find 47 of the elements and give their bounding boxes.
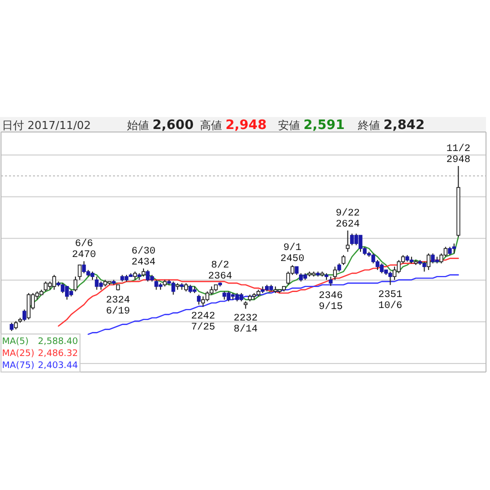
annotation: 9/22 2624	[336, 208, 360, 231]
text: 安値 2,591	[278, 118, 345, 133]
candlestick	[201, 296, 205, 308]
candlestick	[171, 281, 176, 296]
candlestick	[60, 282, 65, 294]
candlestick	[196, 294, 201, 306]
candlestick	[380, 262, 384, 274]
candlestick	[44, 281, 48, 292]
text: 高値 2,948	[200, 118, 267, 133]
annotation: 6/30 2434	[132, 245, 156, 268]
candlestick	[333, 266, 337, 280]
candlestick	[371, 252, 376, 264]
text: MA(75) 2,403.44	[2, 361, 78, 371]
annotation: 2351 10/6	[378, 290, 402, 312]
candlestick	[154, 279, 158, 290]
candlestick	[205, 290, 210, 302]
candlestick	[146, 269, 150, 282]
candlestick	[94, 276, 99, 290]
candlestick	[350, 233, 354, 246]
text: MA(5) 2,588.40	[2, 337, 78, 347]
candlestick	[354, 233, 358, 246]
candlestick	[74, 276, 78, 292]
candlestick	[65, 286, 69, 300]
annotation: 8/2 2364	[208, 259, 232, 282]
candlestick	[452, 243, 456, 254]
candlestick	[388, 271, 392, 286]
annotation: 2242 7/25	[191, 312, 216, 334]
annotation: 11/2 2948	[446, 143, 470, 166]
candlestick	[342, 254, 346, 266]
text: 終値 2,842	[357, 118, 425, 133]
text: MA(25) 2,486.32	[2, 349, 78, 359]
candlestick	[430, 252, 435, 264]
candlestick	[328, 276, 333, 286]
candlestick	[426, 252, 430, 270]
annotation: 6/6 2470	[72, 238, 96, 262]
annotation: 9/1 2450	[280, 242, 304, 266]
candlestick	[52, 274, 56, 290]
text: 日付 2017/11/02	[2, 119, 91, 132]
annotation: 2324 6/19	[106, 295, 130, 318]
candlestick	[26, 292, 31, 320]
text: 始値 2,600	[127, 118, 194, 133]
annotation: 2346 9/15	[318, 290, 343, 313]
candlestick	[82, 260, 86, 274]
annotation: 2232 8/14	[234, 314, 258, 336]
candlestick	[346, 230, 350, 252]
candlestick	[358, 234, 362, 252]
candlestick	[396, 260, 401, 274]
